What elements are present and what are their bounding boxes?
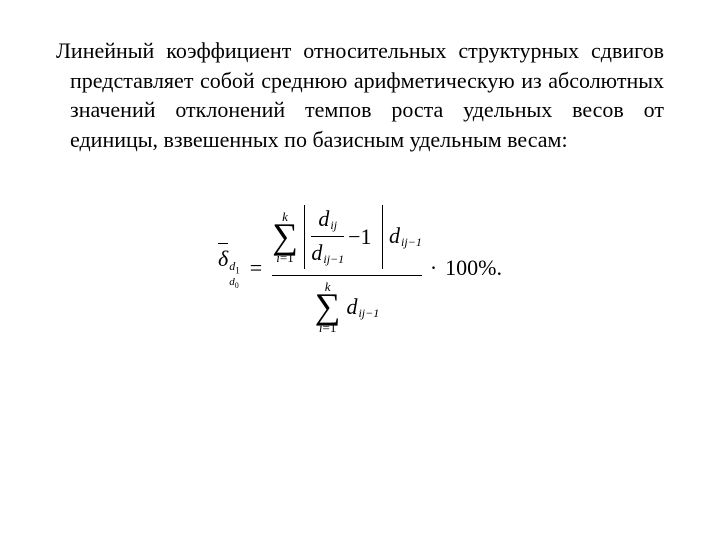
formula-container: δ d1 d0 = k ∑ i=1 xyxy=(56,203,664,334)
main-fraction: k ∑ i=1 dij dij−1 xyxy=(272,203,422,334)
sum-lower-limit: i=1 xyxy=(276,251,293,264)
minus-one: −1 xyxy=(348,224,371,250)
inner-fraction: dij dij−1 xyxy=(311,206,344,267)
lhs-sub-d0: d0 xyxy=(229,276,240,290)
sigma-symbol: ∑ xyxy=(272,221,298,252)
weight-term-den: dij−1 xyxy=(346,294,379,321)
equals-sign: = xyxy=(250,255,262,281)
overline xyxy=(218,243,228,244)
hundred-percent: 100%. xyxy=(445,255,502,281)
numerator: k ∑ i=1 dij dij−1 xyxy=(272,203,422,271)
lhs-delta: δ d1 d0 xyxy=(218,246,240,290)
sigma-symbol-den: ∑ xyxy=(315,291,341,322)
definition-paragraph: Линейный коэффициент относительных струк… xyxy=(70,36,664,155)
multiply-dot: · xyxy=(430,255,437,281)
abs-bar-right xyxy=(382,205,384,269)
delta-symbol: δ xyxy=(218,246,228,271)
weight-term-num: dij−1 xyxy=(389,223,422,250)
denominator: k ∑ i=1 dij−1 xyxy=(315,280,379,334)
inner-frac-num: dij xyxy=(318,206,337,233)
sum-numerator: k ∑ i=1 xyxy=(272,210,298,264)
sum-denominator: k ∑ i=1 xyxy=(315,280,341,334)
sum-lower-limit-den: i=1 xyxy=(319,321,336,334)
lhs-sub-d1: d1 xyxy=(229,260,240,276)
inner-frac-den: dij−1 xyxy=(311,240,344,267)
inner-frac-line xyxy=(311,236,344,237)
abs-bar-left xyxy=(304,205,306,269)
formula: δ d1 d0 = k ∑ i=1 xyxy=(218,203,502,334)
main-fraction-line xyxy=(272,275,422,277)
